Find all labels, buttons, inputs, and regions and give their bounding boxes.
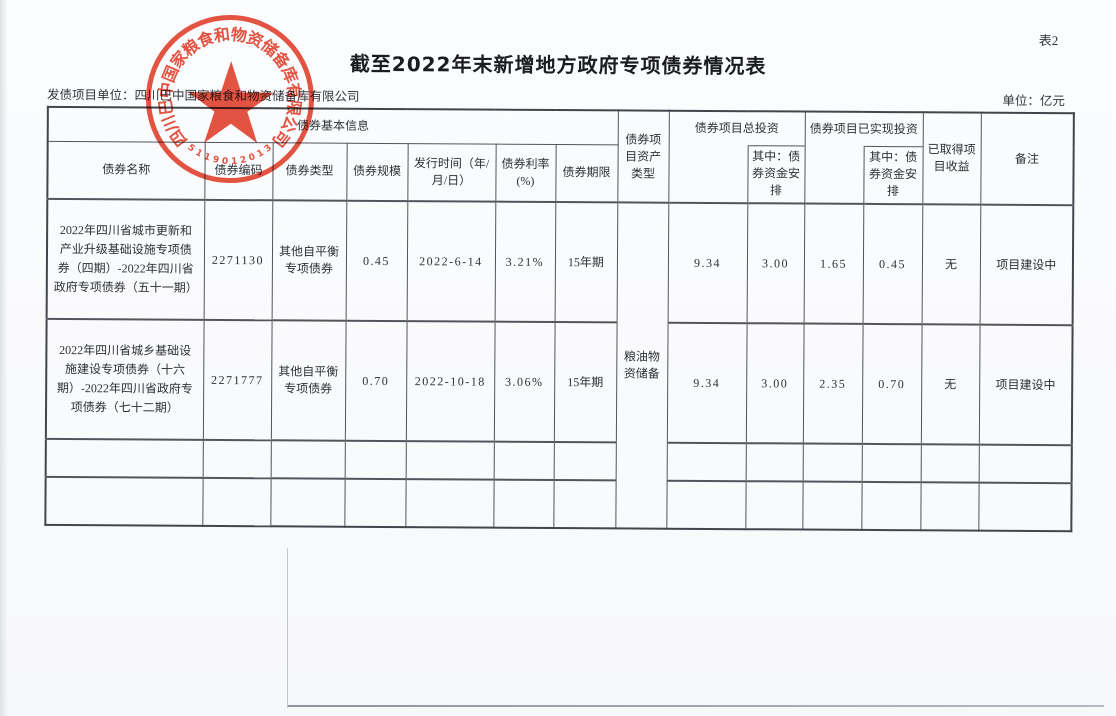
group-header-income: 已取得项目收益 (922, 112, 981, 205)
realized-investment-cell: 2.35 (802, 323, 863, 444)
empty-cell (978, 444, 1072, 484)
empty-cell (745, 443, 803, 482)
empty-cell (802, 443, 862, 482)
col-header-bond-term: 债券期限 (555, 144, 618, 203)
remark-cell: 项目建设中 (978, 324, 1073, 446)
col-header-total-fund-arrangement: 其中：债券资金安排 (747, 145, 805, 204)
bond-term-cell: 15年期 (554, 202, 618, 323)
income-cell: 无 (920, 324, 980, 445)
empty-cell (202, 477, 271, 527)
remark-cell: 项目建设中 (979, 204, 1074, 326)
total-investment-bond-cell: 3.00 (746, 203, 805, 324)
group-header-total-investment: 债券项目总投资 (668, 110, 805, 146)
issue-date-cell: 2022-6-14 (406, 201, 496, 322)
empty-row (45, 438, 1072, 484)
bond-scale-cell: 0.45 (345, 200, 408, 322)
bond-term-cell: 15年期 (553, 322, 617, 443)
empty-cell (920, 444, 979, 483)
total-investment-cell: 9.34 (667, 202, 748, 324)
bond-rate-cell: 3.06% (493, 321, 555, 443)
bond-type-cell: 其他自平衡专项债券 (271, 200, 347, 321)
total-investment-bond-cell: 3.00 (745, 323, 804, 444)
empty-cell (802, 481, 862, 530)
empty-cell (745, 481, 803, 530)
bond-row-2: 2022年四川省城乡基础设施建设专项债券（十六期）-2022年四川省政府专项债券… (45, 318, 1073, 446)
col-header-bond-rate: 债券利率(%) (495, 143, 556, 203)
group-header-basic-info: 债券基本信息 (47, 106, 618, 145)
empty-cell (344, 478, 406, 528)
page-content: 表2 截至2022年末新增地方政府专项债券情况表 发债项目单位：四川巴中国家粮食… (44, 14, 1075, 533)
empty-cell (405, 479, 494, 528)
empty-cell (344, 440, 406, 480)
asset-type-cell: 粮油物资储备 (615, 202, 669, 529)
empty-cell (493, 479, 554, 529)
bond-name-cell: 2022年四川省城市更新和产业升级基础设施专项债券（四期）-2022年四川省政府… (46, 198, 205, 320)
bond-rate-cell: 3.21% (494, 201, 556, 323)
group-header-remark: 备注 (980, 112, 1074, 206)
empty-cell (666, 480, 746, 530)
empty-cell (920, 482, 979, 531)
realized-investment-bond-cell: 0.70 (861, 323, 922, 445)
empty-header-cell (804, 145, 864, 204)
bond-scale-cell: 0.70 (344, 320, 407, 442)
empty-cell (270, 478, 345, 527)
empty-cell (405, 441, 494, 480)
group-header-asset-type: 债券项目资产类型 (617, 110, 669, 203)
unit-label: 单位：亿元 (1002, 93, 1065, 109)
empty-cell (861, 481, 921, 531)
realized-investment-bond-cell: 0.45 (862, 203, 923, 325)
scan-fold-artifact (287, 548, 288, 708)
empty-cell (861, 443, 921, 483)
empty-cell (553, 442, 616, 481)
table-number-label: 表2 (1038, 32, 1059, 49)
empty-row (45, 476, 1072, 532)
empty-cell (553, 480, 616, 529)
bond-name-cell: 2022年四川省城乡基础设施建设专项债券（十六期）-2022年四川省政府专项债券… (45, 318, 204, 440)
empty-cell (978, 482, 1072, 532)
income-cell: 无 (921, 204, 981, 325)
empty-cell (45, 438, 203, 478)
group-header-realized-investment: 债券项目已实现投资 (804, 111, 923, 147)
col-header-issue-date: 发行时间（年/月/日） (407, 143, 496, 202)
bond-row-1: 2022年四川省城市更新和产业升级基础设施专项债券（四期）-2022年四川省政府… (46, 198, 1074, 529)
total-investment-cell: 9.34 (666, 322, 747, 444)
empty-cell (45, 476, 203, 526)
issue-date-cell: 2022-10-18 (405, 321, 495, 442)
col-header-realized-fund-arrangement: 其中：债券资金安排 (863, 145, 923, 205)
bond-code-cell: 2271130 (203, 199, 273, 321)
empty-cell (666, 442, 746, 482)
empty-cell (202, 439, 271, 479)
realized-investment-cell: 1.65 (803, 203, 864, 324)
empty-header-cell (668, 144, 748, 204)
scan-edge-artifact (0, 0, 8, 716)
empty-cell (493, 441, 554, 481)
scan-shadow-artifact (288, 705, 1104, 707)
empty-cell (270, 440, 345, 479)
col-header-bond-scale: 债券规模 (346, 142, 408, 202)
bond-code-cell: 2271777 (202, 319, 272, 441)
bond-type-cell: 其他自平衡专项债券 (270, 320, 346, 441)
